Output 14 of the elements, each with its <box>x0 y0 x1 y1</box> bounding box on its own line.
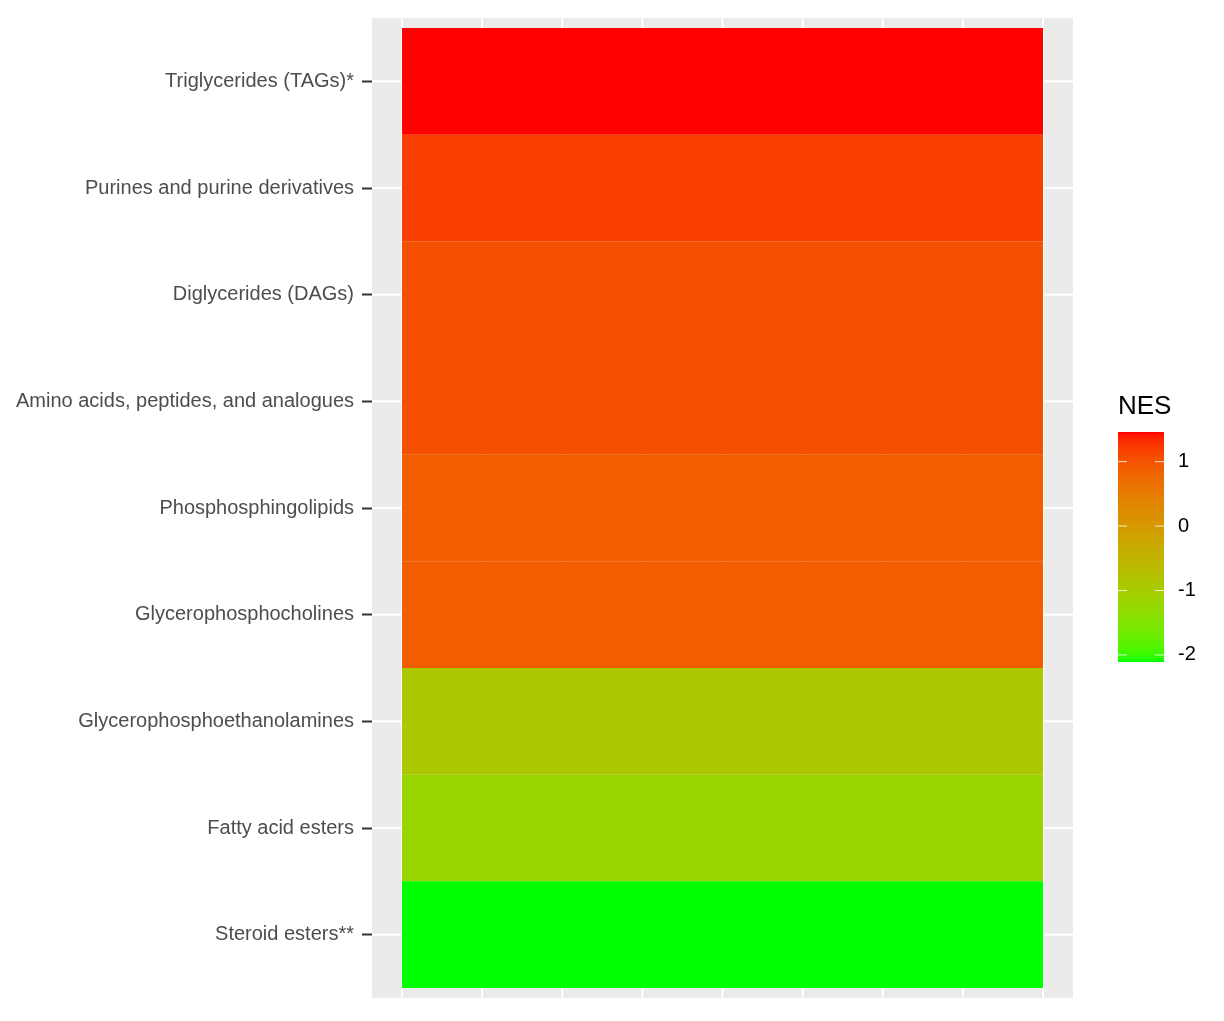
y-tick-label: Fatty acid esters <box>207 815 355 838</box>
color-bar-label: 0 <box>1178 513 1190 536</box>
y-tick-label: Steroid esters** <box>215 922 355 945</box>
y-tick-label: Triglycerides (TAGs)* <box>165 68 355 91</box>
y-tick-label: Glycerophosphoethanolamines <box>78 708 355 731</box>
y-tick-label: Purines and purine derivatives <box>84 175 355 198</box>
y-tick-label: Amino acids, peptides, and analogues <box>15 388 355 411</box>
color-bar-title: NES <box>1118 390 1172 420</box>
y-tick-label: Phosphosphingolipids <box>159 495 355 518</box>
color-bar-label: -1 <box>1178 578 1196 600</box>
color-bar-label: 1 <box>1178 449 1190 472</box>
y-tick-label: Glycerophosphocholines <box>134 602 355 625</box>
color-bar-label: -2 <box>1178 642 1196 665</box>
y-tick-label: Diglycerides (DAGs) <box>172 282 355 305</box>
